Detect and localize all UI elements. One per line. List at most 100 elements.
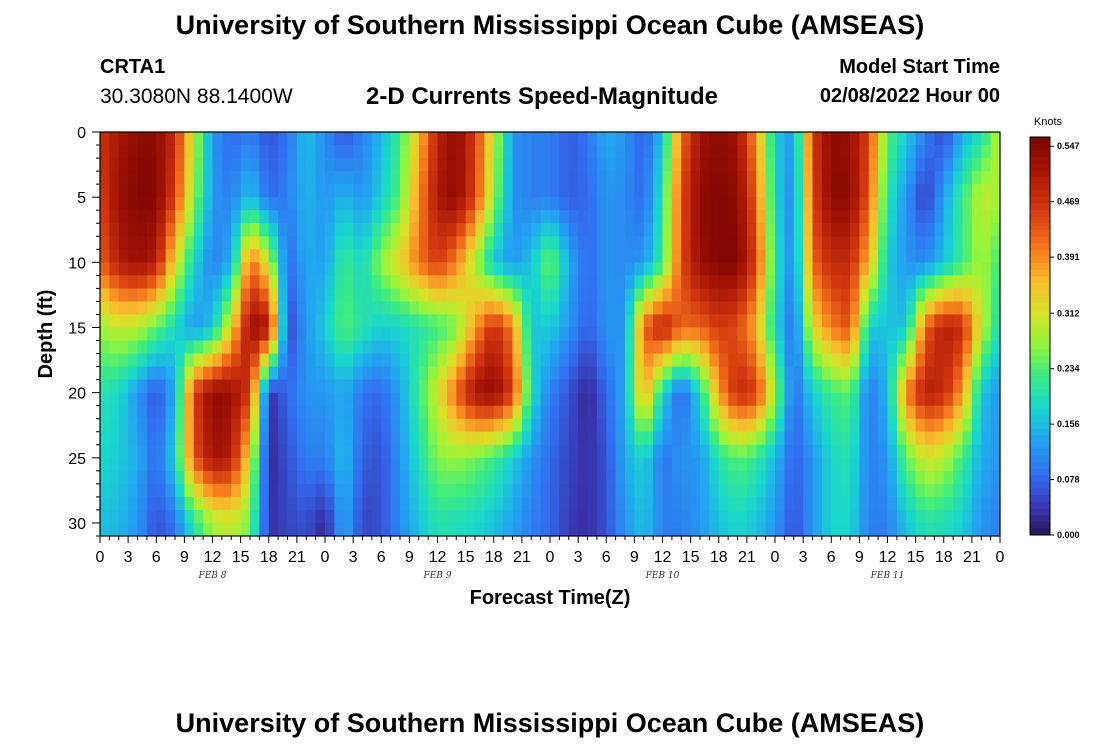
heatmap-cell — [793, 353, 804, 368]
heatmap-cell — [990, 327, 1000, 342]
heatmap-cell — [296, 210, 307, 224]
heatmap-cell — [550, 288, 560, 303]
heatmap-cell — [128, 262, 139, 276]
heatmap-cell — [737, 210, 748, 224]
heatmap-cell — [409, 496, 420, 511]
heatmap-cell — [596, 171, 607, 185]
heatmap-cell — [137, 171, 148, 185]
heatmap-cell — [568, 470, 579, 485]
heatmap-cell — [896, 509, 907, 524]
heatmap-cell — [690, 470, 701, 485]
heatmap-cell — [259, 392, 270, 407]
heatmap-cell — [493, 236, 504, 250]
heatmap-cell — [315, 210, 326, 224]
heatmap-cell — [437, 418, 448, 433]
heatmap-cell — [587, 522, 598, 536]
heatmap-cell — [203, 262, 214, 276]
heatmap-cell — [409, 197, 420, 211]
heatmap-cell — [503, 457, 514, 472]
heatmap-cell — [606, 496, 617, 511]
heatmap-cell — [193, 496, 204, 511]
heatmap-cell — [343, 262, 354, 276]
heatmap-cell — [371, 171, 382, 185]
heatmap-cell — [568, 301, 579, 316]
y-tick-label: 20 — [68, 386, 86, 403]
heatmap-cell — [437, 197, 448, 211]
heatmap-cell — [100, 262, 110, 276]
heatmap-cell — [456, 262, 467, 276]
heatmap-cell — [887, 132, 898, 146]
heatmap-cell — [559, 366, 570, 381]
heatmap-cell — [643, 236, 654, 250]
heatmap-cell — [493, 457, 504, 472]
heatmap-cell — [221, 392, 232, 407]
heatmap-cell — [446, 353, 457, 368]
heatmap-cell — [662, 405, 673, 420]
heatmap-cell — [475, 314, 485, 329]
heatmap-cell — [737, 327, 748, 342]
heatmap-cell — [531, 509, 542, 524]
heatmap-cell — [634, 392, 645, 407]
heatmap-cell — [503, 288, 514, 303]
heatmap-cell — [878, 132, 889, 146]
heatmap-cell — [278, 405, 289, 420]
x-tick-label: 6 — [152, 549, 161, 566]
heatmap-cell — [803, 444, 814, 459]
heatmap-cell — [653, 327, 664, 342]
heatmap-cell — [165, 132, 176, 146]
heatmap-cell — [109, 405, 120, 420]
heatmap-cell — [765, 379, 776, 394]
heatmap-cell — [971, 340, 982, 355]
heatmap-cell — [700, 431, 710, 446]
heatmap-cell — [662, 145, 673, 159]
heatmap-cell — [203, 314, 214, 329]
y-tick-label: 0 — [77, 125, 86, 142]
heatmap-cell — [971, 223, 982, 237]
colorbar-unit: Knots — [1034, 116, 1063, 128]
heatmap-cell — [128, 444, 139, 459]
heatmap-cell — [362, 353, 373, 368]
heatmap-cell — [137, 249, 148, 263]
heatmap-cell — [484, 132, 495, 146]
heatmap-cell — [512, 457, 523, 472]
heatmap-cell — [400, 197, 410, 211]
heatmap-cell — [971, 158, 982, 172]
heatmap-cell — [512, 366, 523, 381]
heatmap-cell — [400, 236, 410, 250]
heatmap-cell — [231, 132, 242, 146]
x-axis: 0 3 6 9 12 15 18 21 0 3 6 9 12 15 18 21 0 3 6 9 12 15 18 21 0 3 6 9… — [96, 536, 1005, 581]
heatmap-cell — [231, 457, 242, 472]
heatmap-cell — [446, 262, 457, 276]
heatmap-cell — [512, 522, 523, 536]
heatmap-cell — [700, 444, 710, 459]
heatmap-cell — [390, 444, 401, 459]
heatmap-cell — [531, 457, 542, 472]
heatmap-cell — [765, 236, 776, 250]
heatmap-cell — [625, 236, 635, 250]
colorbar-segment — [1030, 203, 1050, 211]
heatmap-cell — [184, 522, 195, 536]
heatmap-cell — [896, 522, 907, 536]
heatmap-cell — [953, 262, 964, 276]
heatmap-cell — [493, 132, 504, 146]
heatmap-cell — [962, 353, 973, 368]
heatmap-cell — [812, 314, 823, 329]
heatmap-cell — [953, 392, 964, 407]
heatmap-cell — [418, 431, 429, 446]
heatmap-cell — [803, 262, 814, 276]
heatmap-cell — [437, 340, 448, 355]
heatmap-cell — [568, 379, 579, 394]
heatmap-cell — [615, 275, 626, 289]
heatmap-cell — [934, 444, 945, 459]
heatmap-cell — [953, 327, 964, 342]
heatmap-cell — [896, 249, 907, 263]
heatmap-cell — [859, 145, 870, 159]
heatmap-cell — [896, 444, 907, 459]
heatmap-cell — [259, 171, 270, 185]
heatmap-cell — [868, 392, 879, 407]
heatmap-cell — [643, 457, 654, 472]
heatmap-cell — [943, 483, 954, 498]
heatmap-cell — [868, 184, 879, 198]
heatmap-cell — [643, 340, 654, 355]
